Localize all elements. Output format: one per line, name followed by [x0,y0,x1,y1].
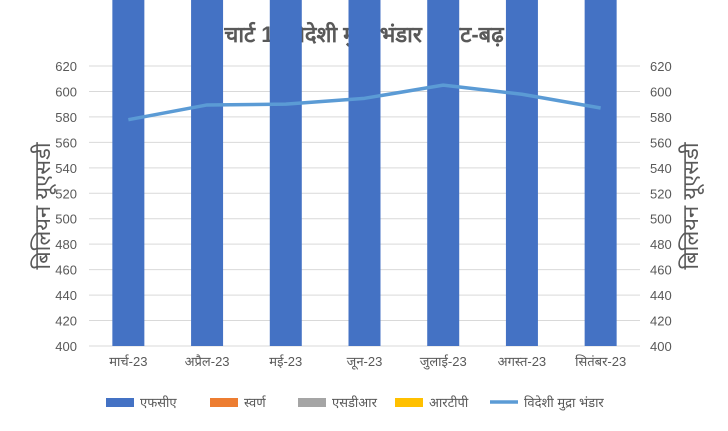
y-tick-right: 600 [650,84,672,99]
legend-label: एसडीआर [332,395,378,410]
legend-swatch [298,398,326,407]
y-tick-right: 620 [650,59,672,74]
x-tick-label: अगस्त-23 [498,354,547,369]
y-tick-right: 580 [650,110,672,125]
bar-segment [191,0,224,346]
y-tick-left: 580 [55,110,77,125]
legend-swatch [395,398,423,407]
y-tick-left: 480 [55,237,77,252]
y-tick-left: 560 [55,135,77,150]
bar-segment [584,0,617,346]
y-tick-right: 500 [650,212,672,227]
y-tick-right: 560 [650,135,672,150]
bar-segment [505,0,538,346]
y-tick-left: 540 [55,161,77,176]
y-tick-right: 460 [650,263,672,278]
x-tick-label: मई-23 [269,354,302,369]
y-tick-left: 600 [55,84,77,99]
y-tick-left: 460 [55,263,77,278]
legend-swatch [106,398,134,407]
x-tick-label: सितंबर-23 [575,354,626,369]
y-tick-right: 400 [650,339,672,354]
y-tick-left: 620 [55,59,77,74]
y-tick-right: 480 [650,237,672,252]
legend-label: विदेशी मुद्रा भंडार [524,395,604,411]
y-tick-left: 500 [55,212,77,227]
y-tick-left: 520 [55,186,77,201]
y-tick-right: 540 [650,161,672,176]
bar-segment [348,0,381,346]
y-tick-left: 440 [55,288,77,303]
y-tick-left: 420 [55,314,77,329]
y-tick-right: 420 [650,314,672,329]
x-tick-label: जून-23 [347,354,383,370]
x-tick-label: जुलाई-23 [420,354,467,370]
y-axis-label-right: बिलियन यूएसडी [678,142,705,270]
legend-label: स्वर्ण [244,395,267,410]
y-tick-left: 400 [55,339,77,354]
legend-swatch [210,398,238,407]
bar-segment [427,0,460,347]
x-tick-label: अप्रैल-23 [185,354,230,369]
y-axis-label-left: बिलियन यूएसडी [30,142,57,270]
legend-label: आरटीपी [429,395,469,410]
bar-segment [112,0,145,346]
bar-segment [269,0,302,346]
y-tick-right: 440 [650,288,672,303]
x-tick-label: मार्च-23 [109,354,147,369]
legend-label: एफसीए [140,395,177,410]
reserves-line [128,83,601,122]
y-tick-right: 520 [650,186,672,201]
